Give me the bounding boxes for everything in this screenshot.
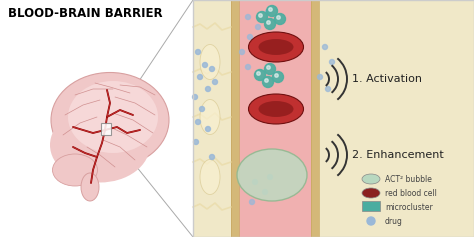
Text: red blood cell: red blood cell <box>385 188 437 197</box>
Text: drug: drug <box>385 217 403 225</box>
Circle shape <box>212 79 218 85</box>
Circle shape <box>267 21 270 24</box>
Ellipse shape <box>51 73 169 168</box>
Bar <box>193 0 474 237</box>
Bar <box>193 0 474 237</box>
Circle shape <box>193 140 199 145</box>
Circle shape <box>247 35 253 40</box>
Text: BLOOD-BRAIN BARRIER: BLOOD-BRAIN BARRIER <box>8 7 163 20</box>
Ellipse shape <box>258 101 293 117</box>
Ellipse shape <box>237 149 307 201</box>
Bar <box>311 0 319 237</box>
Circle shape <box>198 74 202 79</box>
Circle shape <box>275 74 278 77</box>
Circle shape <box>266 5 277 17</box>
Circle shape <box>200 106 204 111</box>
Circle shape <box>273 72 283 82</box>
Circle shape <box>206 87 210 91</box>
Ellipse shape <box>258 39 293 55</box>
Circle shape <box>249 200 255 205</box>
Circle shape <box>255 24 261 29</box>
Ellipse shape <box>362 174 380 184</box>
Circle shape <box>277 16 280 19</box>
Circle shape <box>322 45 328 50</box>
Circle shape <box>246 64 250 69</box>
Circle shape <box>274 14 285 24</box>
Ellipse shape <box>81 173 99 201</box>
Circle shape <box>192 95 198 100</box>
Circle shape <box>202 63 208 68</box>
Circle shape <box>263 77 273 87</box>
Bar <box>362 201 380 211</box>
Text: ACT² bubble: ACT² bubble <box>385 174 432 183</box>
Bar <box>319 0 474 237</box>
Circle shape <box>257 72 260 75</box>
Circle shape <box>239 50 245 55</box>
Circle shape <box>264 64 275 74</box>
Circle shape <box>265 9 271 14</box>
Ellipse shape <box>200 45 220 79</box>
Ellipse shape <box>362 188 380 198</box>
Circle shape <box>263 190 267 195</box>
Bar <box>231 0 239 237</box>
Circle shape <box>264 18 275 29</box>
Circle shape <box>255 69 265 81</box>
Circle shape <box>269 8 272 11</box>
Ellipse shape <box>200 100 220 135</box>
Circle shape <box>210 155 215 160</box>
Circle shape <box>210 67 215 72</box>
Circle shape <box>246 14 250 19</box>
Circle shape <box>267 55 273 59</box>
Circle shape <box>267 174 273 179</box>
Ellipse shape <box>248 32 303 62</box>
Ellipse shape <box>200 160 220 195</box>
Circle shape <box>318 74 322 79</box>
Bar <box>193 0 231 237</box>
Ellipse shape <box>53 154 98 186</box>
Text: microcluster: microcluster <box>385 202 433 211</box>
Circle shape <box>259 14 262 17</box>
Circle shape <box>253 179 257 184</box>
Text: 2. Enhancement: 2. Enhancement <box>352 150 444 160</box>
Text: 1. Activation: 1. Activation <box>352 74 422 84</box>
Bar <box>239 0 311 237</box>
Bar <box>101 123 111 135</box>
Ellipse shape <box>248 94 303 124</box>
Circle shape <box>195 119 201 124</box>
Circle shape <box>195 50 201 55</box>
Circle shape <box>264 79 268 82</box>
Circle shape <box>326 87 330 91</box>
Circle shape <box>267 66 270 69</box>
Circle shape <box>257 45 263 50</box>
Circle shape <box>206 127 210 132</box>
Ellipse shape <box>68 81 158 153</box>
Circle shape <box>329 59 335 64</box>
Ellipse shape <box>50 108 150 182</box>
Circle shape <box>256 12 267 23</box>
Circle shape <box>367 217 375 225</box>
